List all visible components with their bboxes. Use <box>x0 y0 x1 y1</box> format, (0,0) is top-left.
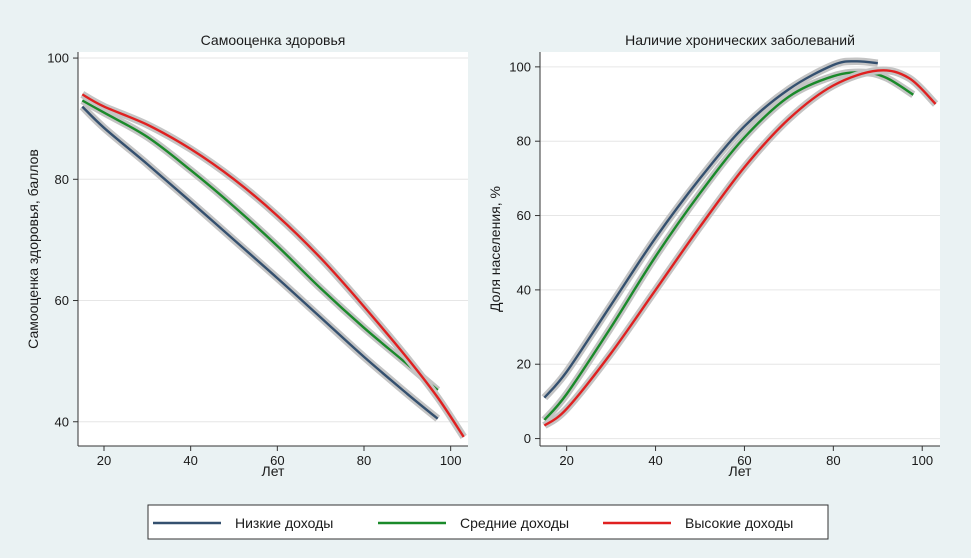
y-tick-label: 0 <box>524 431 531 446</box>
x-tick-label: 100 <box>911 453 933 468</box>
chart-title: Наличие хронических заболеваний <box>625 32 855 48</box>
y-tick-label: 100 <box>47 51 69 66</box>
x-tick-label: 40 <box>648 453 662 468</box>
y-tick-label: 40 <box>55 414 69 429</box>
y-tick-label: 80 <box>55 172 69 187</box>
y-tick-label: 100 <box>509 59 531 74</box>
x-tick-label: 40 <box>183 453 197 468</box>
y-tick-label: 60 <box>55 293 69 308</box>
y-tick-label: 60 <box>517 208 531 223</box>
series-line-3 <box>81 93 465 438</box>
plot-area <box>540 52 940 446</box>
panel-self-rated-health: 40 60 80 100 20 40 60 80 100 Самооценка здоровья Л… <box>25 32 468 479</box>
plot-area <box>78 52 468 446</box>
y-tick-label: 20 <box>517 357 531 372</box>
x-tick-label: 100 <box>440 453 462 468</box>
y-tick-label: 40 <box>517 282 531 297</box>
series-line-1 <box>543 60 878 399</box>
x-tick-label: 20 <box>97 453 111 468</box>
chart-title: Самооценка здоровья <box>201 32 346 48</box>
x-tick-label: 60 <box>737 453 751 468</box>
legend-box <box>147 504 829 540</box>
x-axis-label: Лет <box>262 463 286 479</box>
legend-label-1: Низкие доходы <box>235 515 333 531</box>
x-tick-label: 80 <box>826 453 840 468</box>
panel-chronic-diseases: 0 20 40 60 80 100 20 40 60 80 100 Наличие хроническ… <box>487 32 940 479</box>
y-axis-label: Самооценка здоровья, баллов <box>25 149 41 349</box>
y-axis-label: Доля населения, % <box>487 186 503 312</box>
x-axis-label: Лет <box>729 463 753 479</box>
series-line-1 <box>81 105 439 420</box>
series-line-3 <box>543 69 937 427</box>
x-tick-label: 80 <box>357 453 371 468</box>
series-line-2 <box>81 99 439 392</box>
x-tick-label: 20 <box>559 453 573 468</box>
legend: Низкие доходы Средние доходы Высокие доход… <box>147 504 829 540</box>
legend-label-3: Высокие доходы <box>685 515 793 531</box>
x-tick-label: 60 <box>270 453 284 468</box>
legend-label-2: Средние доходы <box>460 515 569 531</box>
y-tick-label: 80 <box>517 134 531 149</box>
